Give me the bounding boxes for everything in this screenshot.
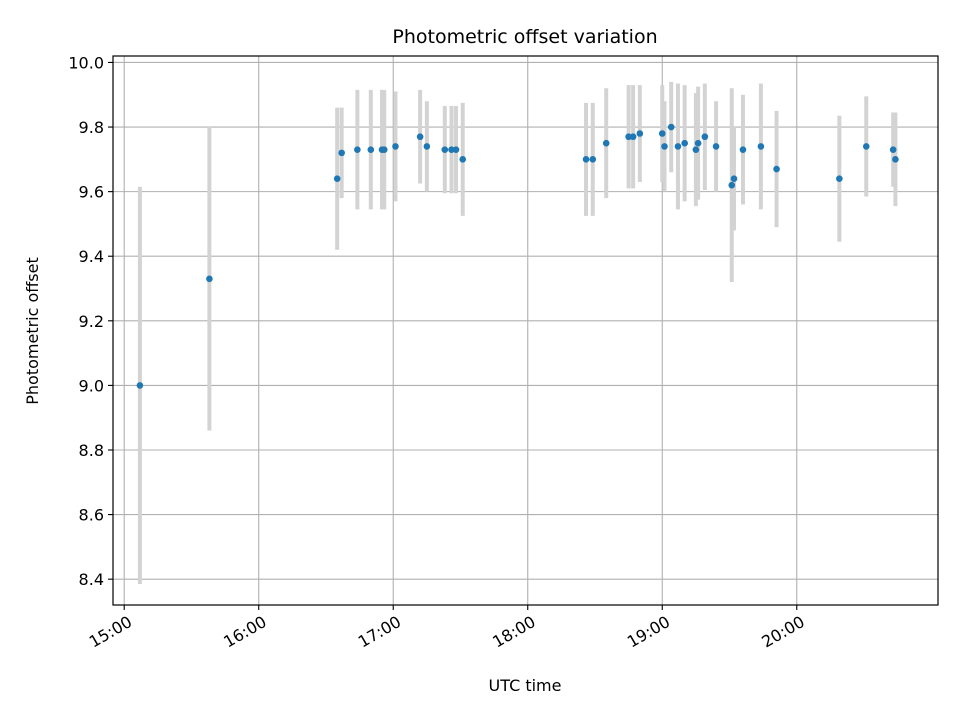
data-point [730, 175, 738, 183]
data-point [206, 275, 213, 283]
data-point [712, 143, 720, 150]
data-point [423, 143, 431, 150]
y-axis-ticks: 8.4 8.6 8.8 9.0 9.2 9.4 9.6 9.8 10.0 [68, 53, 113, 589]
x-axis-label: UTC time [489, 676, 562, 695]
data-point [338, 149, 345, 157]
data-point [674, 143, 682, 150]
data-point [589, 156, 597, 163]
data-point [367, 146, 375, 153]
data-point [681, 139, 688, 147]
y-tick-label: 9.0 [79, 376, 104, 395]
y-tick-label: 8.4 [79, 570, 104, 589]
data-point [636, 130, 644, 137]
data-point [459, 156, 467, 163]
y-tick-label: 8.6 [79, 506, 104, 525]
data-point [694, 139, 702, 147]
data-point [739, 146, 747, 153]
y-tick-label: 10.0 [68, 53, 104, 72]
data-point [892, 156, 899, 163]
plot-area-frame [112, 55, 939, 606]
data-point [629, 133, 637, 141]
y-axis-label: Photometric offset [23, 257, 42, 405]
data-point [452, 146, 460, 153]
y-tick-label: 9.2 [79, 312, 104, 331]
y-tick-label: 8.8 [79, 441, 104, 460]
y-tick-label: 9.4 [79, 247, 104, 266]
data-point [701, 133, 709, 141]
data-point [658, 130, 666, 137]
grid [113, 56, 938, 605]
data-point [441, 146, 449, 153]
data-point [889, 146, 897, 153]
data-point [728, 181, 736, 189]
data-point [667, 123, 675, 131]
data-points [136, 123, 899, 389]
data-point [836, 175, 843, 183]
data-point [392, 143, 399, 150]
data-point [602, 139, 610, 147]
data-point [416, 133, 424, 141]
data-point [136, 382, 144, 389]
data-point [354, 146, 361, 153]
y-tick-label: 9.8 [79, 118, 104, 137]
chart-title: Photometric offset variation [392, 26, 657, 48]
data-point [582, 156, 590, 163]
data-point [862, 143, 870, 150]
y-tick-label: 9.6 [79, 183, 104, 202]
data-point [333, 175, 341, 183]
data-point [380, 146, 388, 153]
data-point [692, 146, 700, 153]
data-point [757, 143, 765, 150]
data-point [661, 143, 668, 150]
data-point [773, 165, 780, 173]
